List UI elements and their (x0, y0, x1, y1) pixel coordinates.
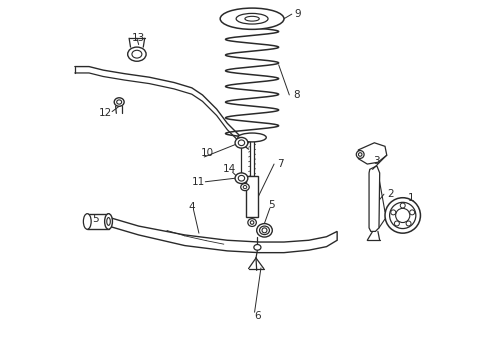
Circle shape (395, 208, 410, 222)
Circle shape (406, 221, 411, 226)
Text: 7: 7 (277, 159, 284, 169)
Text: 14: 14 (222, 165, 236, 174)
Ellipse shape (235, 173, 248, 184)
Polygon shape (109, 217, 337, 253)
Ellipse shape (262, 228, 267, 233)
Text: 1: 1 (408, 193, 415, 203)
Ellipse shape (238, 175, 245, 181)
Circle shape (410, 210, 415, 215)
Polygon shape (369, 166, 380, 231)
Ellipse shape (260, 226, 270, 235)
Ellipse shape (238, 140, 245, 145)
Text: 12: 12 (98, 108, 112, 118)
Circle shape (391, 210, 396, 215)
Ellipse shape (241, 184, 249, 191)
Ellipse shape (238, 133, 266, 142)
Circle shape (390, 202, 416, 229)
Ellipse shape (132, 50, 142, 58)
Text: 4: 4 (189, 202, 195, 212)
Ellipse shape (245, 16, 259, 21)
Ellipse shape (114, 98, 124, 106)
Text: 5: 5 (268, 200, 275, 210)
Polygon shape (358, 143, 387, 164)
Text: 3: 3 (373, 156, 379, 166)
Ellipse shape (83, 214, 91, 229)
Bar (246, 176, 258, 217)
Text: 11: 11 (192, 177, 205, 187)
Ellipse shape (236, 13, 268, 24)
Ellipse shape (254, 244, 261, 250)
Ellipse shape (105, 214, 112, 229)
Text: 8: 8 (293, 90, 300, 100)
Bar (87, 214, 109, 229)
Ellipse shape (235, 138, 248, 148)
Text: 9: 9 (295, 9, 301, 19)
Text: 10: 10 (201, 148, 214, 158)
Circle shape (394, 221, 399, 226)
Ellipse shape (220, 8, 284, 30)
Text: 5: 5 (92, 214, 99, 224)
Bar (250, 138, 254, 176)
Ellipse shape (250, 221, 254, 224)
Ellipse shape (356, 150, 364, 158)
Text: 6: 6 (254, 311, 261, 321)
Text: 2: 2 (387, 189, 393, 199)
Circle shape (385, 198, 420, 233)
Ellipse shape (248, 219, 256, 226)
Text: 13: 13 (132, 33, 146, 43)
Ellipse shape (257, 224, 272, 237)
Ellipse shape (128, 47, 146, 61)
Circle shape (400, 203, 405, 208)
